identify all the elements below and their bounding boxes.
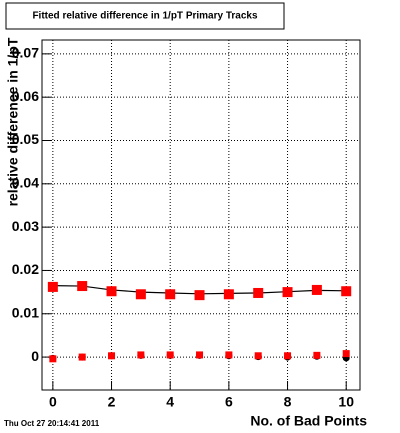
x-tick-label: 10 [338, 394, 354, 410]
point [108, 352, 116, 360]
point [223, 289, 234, 300]
title-box [5, 2, 285, 30]
y-tick-label: 0.04 [12, 175, 39, 191]
y-tick-label: 0.07 [12, 45, 39, 61]
y-tick-label: 0 [31, 348, 39, 364]
point [166, 351, 174, 359]
y-tick-label: 0.06 [12, 88, 39, 104]
y-tick-label: 0.01 [12, 304, 39, 320]
y-tick-label: 0.02 [12, 261, 39, 277]
point [342, 350, 350, 358]
chart-title: Fitted relative difference in 1/pT Prima… [32, 11, 258, 22]
x-tick-label: 8 [284, 394, 292, 410]
point [165, 289, 176, 300]
y-axis-label: relative difference in 1/pT [5, 37, 21, 206]
point [135, 289, 146, 300]
y-tick-label: 0.03 [12, 218, 39, 234]
timestamp: Thu Oct 27 20:14:41 2011 [4, 419, 100, 428]
point [106, 286, 117, 297]
point [284, 352, 292, 360]
point [254, 352, 262, 360]
point [282, 287, 293, 298]
point [78, 353, 86, 361]
x-tick-label: 2 [108, 394, 116, 410]
point [341, 286, 352, 297]
frame [41, 39, 361, 391]
x-axis-label: No. of Bad Points [250, 413, 367, 429]
point [196, 351, 204, 359]
point [77, 281, 88, 292]
y-tick-label: 0.05 [12, 131, 39, 147]
point [225, 351, 233, 359]
point [137, 351, 145, 359]
point [311, 284, 322, 295]
point [47, 281, 58, 292]
point [313, 351, 321, 359]
point [253, 287, 264, 298]
x-tick-label: 6 [225, 394, 233, 410]
x-tick-label: 4 [166, 394, 174, 410]
point [49, 355, 57, 363]
point [194, 290, 205, 301]
x-tick-label: 0 [49, 394, 57, 410]
